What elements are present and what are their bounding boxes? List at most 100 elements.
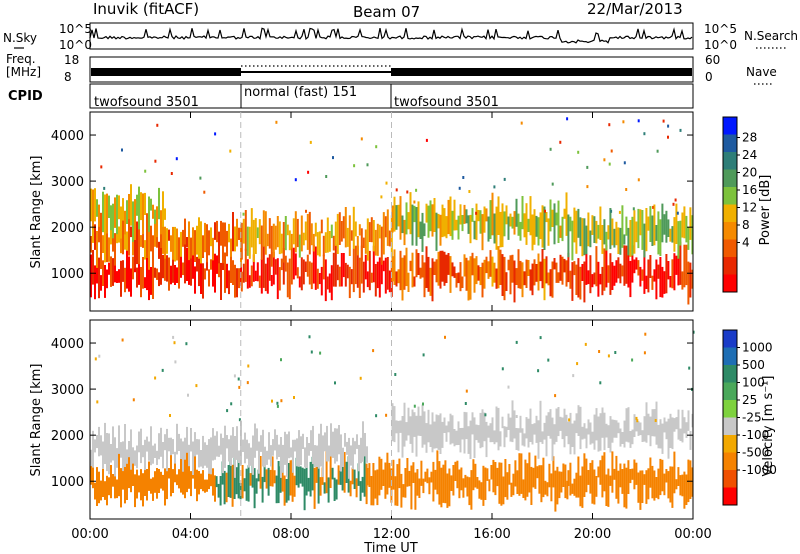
- x-tick-label: 16:00: [473, 527, 510, 542]
- velocity-data-cell: [124, 464, 126, 504]
- power-data-cell: [589, 230, 592, 248]
- velocity-colorbar-segment: [723, 382, 737, 400]
- velocity-data-cell: [396, 464, 399, 506]
- velocity-data-cell: [361, 476, 364, 493]
- velocity-data-cell: [281, 469, 284, 492]
- velocity-data-cell: [212, 468, 214, 496]
- velocity-scatter-point: [635, 416, 638, 420]
- power-data-cell: [515, 268, 518, 285]
- noise-right-label: N.Search: [744, 29, 798, 43]
- power-data-cell: [677, 221, 680, 259]
- velocity-data-cell: [615, 420, 618, 438]
- velocity-data-cell: [451, 415, 454, 444]
- velocity-data-cell: [298, 430, 300, 467]
- velocity-data-cell: [555, 408, 558, 442]
- power-colorbar-segment: [723, 152, 737, 170]
- power-data-cell: [280, 233, 283, 254]
- power-data-cell: [519, 221, 522, 241]
- power-data-cell: [499, 211, 502, 248]
- power-data-cell: [425, 203, 428, 223]
- velocity-data-cell: [544, 480, 547, 495]
- power-scatter-point: [144, 169, 147, 173]
- velocity-data-cell: [300, 436, 302, 466]
- velocity-data-cell: [502, 476, 505, 505]
- velocity-data-cell: [675, 479, 678, 490]
- power-data-cell: [665, 210, 668, 243]
- velocity-data-cell: [116, 479, 118, 499]
- velocity-data-cell: [154, 443, 156, 458]
- velocity-data-cell: [411, 409, 414, 453]
- velocity-data-cell: [108, 477, 110, 496]
- freq-left-label-top: Freq.: [6, 52, 36, 66]
- power-data-cell: [366, 218, 369, 261]
- power-band-6: [391, 192, 568, 252]
- power-data-cell: [509, 213, 512, 227]
- velocity-data-cell: [174, 451, 176, 464]
- power-colorbar: 4 8 12 16 20 24 28: [722, 116, 757, 293]
- velocity-data-cell: [505, 426, 508, 438]
- power-scatter-point: [656, 149, 659, 153]
- power-data-cell: [388, 270, 391, 293]
- velocity-data-cell: [653, 470, 656, 501]
- velocity-data-cell: [374, 470, 377, 499]
- velocity-data-cell: [186, 450, 188, 493]
- power-data-cell: [659, 257, 662, 298]
- velocity-data-cell: [575, 413, 578, 434]
- power-scatter-point: [305, 209, 307, 213]
- velocity-data-cell: [224, 425, 226, 468]
- power-data-cell: [144, 192, 146, 215]
- velocity-data-cell: [118, 452, 120, 497]
- velocity-data-cell: [517, 428, 520, 451]
- power-data-cell: [134, 199, 136, 240]
- velocity-data-cell: [194, 453, 196, 489]
- power-data-cell: [102, 191, 104, 233]
- power-data-cell: [260, 259, 263, 294]
- velocity-data-cell: [253, 468, 256, 509]
- velocity-data-cell: [547, 412, 550, 436]
- power-data-cell: [467, 260, 470, 301]
- power-data-cell: [202, 263, 204, 299]
- power-data-cell: [475, 256, 478, 285]
- velocity-data-cell: [657, 468, 660, 500]
- power-data-cell: [266, 257, 269, 294]
- velocity-data-cell: [132, 461, 134, 486]
- power-data-cell: [116, 194, 118, 235]
- power-data-cell: [497, 196, 500, 235]
- velocity-data-cell: [439, 413, 442, 454]
- velocity-data-cell: [340, 434, 342, 472]
- velocity-data-cell: [176, 423, 178, 455]
- velocity-data-cell: [266, 450, 268, 465]
- power-data-cell: [643, 251, 646, 294]
- velocity-data-cell: [214, 435, 216, 460]
- power-data-cell: [358, 257, 361, 298]
- velocity-scatter-point: [246, 381, 249, 385]
- velocity-scatter-point: [280, 399, 283, 403]
- power-data-cell: [378, 257, 381, 298]
- power-data-cell: [314, 222, 317, 237]
- power-scatter-point: [154, 159, 157, 163]
- velocity-data-cell: [158, 433, 160, 460]
- velocity-data-cell: [623, 463, 626, 508]
- power-data-cell: [579, 266, 582, 300]
- velocity-data-cell: [429, 424, 432, 447]
- power-data-cell: [647, 259, 650, 293]
- power-colorbar-tick-label: 4: [742, 236, 750, 250]
- velocity-data-cell: [140, 469, 142, 501]
- velocity-data-cell: [461, 427, 464, 440]
- power-data-cell: [230, 238, 232, 257]
- velocity-data-cell: [334, 428, 336, 464]
- velocity-data-cell: [527, 418, 530, 448]
- velocity-data-cell: [122, 468, 124, 490]
- velocity-data-cell: [394, 476, 397, 506]
- power-data-cell: [455, 219, 458, 231]
- velocity-data-cell: [258, 441, 260, 474]
- velocity-scatter-point: [614, 351, 617, 354]
- power-scatter-point: [610, 209, 613, 213]
- power-data-cell: [158, 187, 160, 220]
- power-scatter-point: [199, 176, 202, 180]
- velocity-data-cell: [285, 479, 288, 503]
- freq-panel: Freq. [MHz] 18 8 60 0 Nave: [6, 52, 777, 85]
- velocity-data-cell: [426, 468, 429, 484]
- velocity-data-cell: [250, 447, 252, 466]
- velocity-data-cell: [100, 480, 102, 501]
